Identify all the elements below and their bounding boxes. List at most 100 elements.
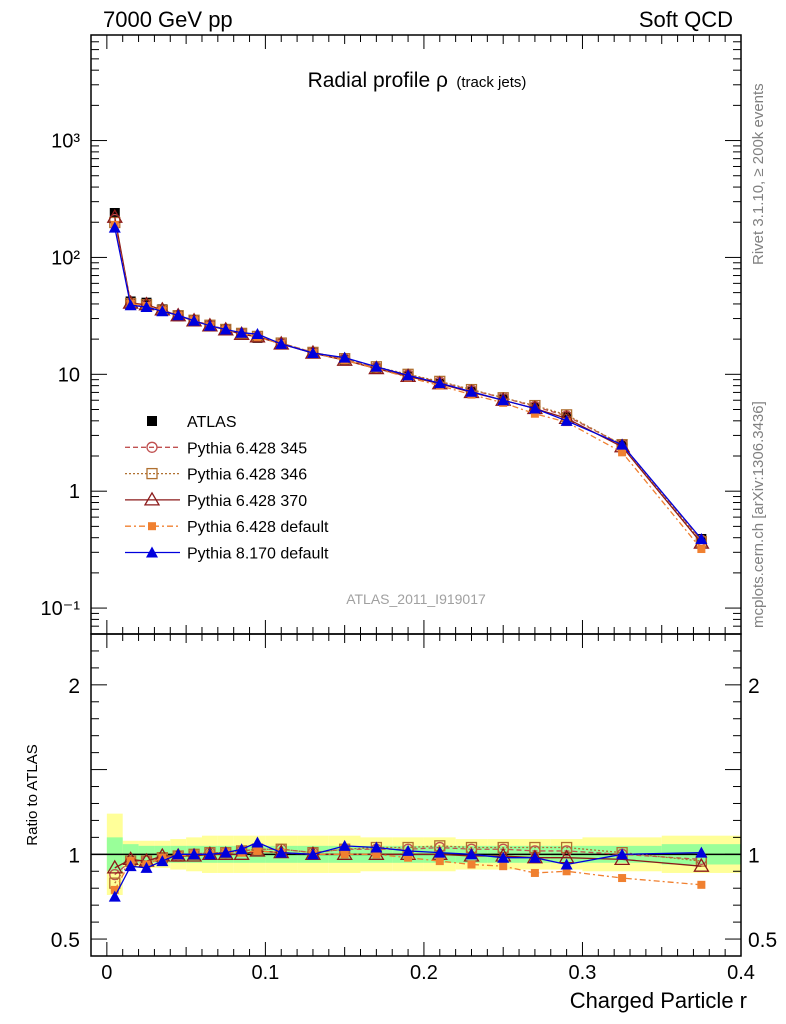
legend-marker [147,416,157,426]
rivet-label: Rivet 3.1.10, ≥ 200k events [750,83,767,265]
series-1-line [114,219,702,541]
series-4-ratio-point [110,885,119,894]
series-0-point [109,207,120,218]
series-5-ratio-point [402,844,415,856]
series-5-ratio-line [114,841,702,897]
series-5-point [616,438,629,450]
series-1-ratio-point [109,869,121,881]
series-5-ratio-point [338,839,351,851]
series-5-line [114,227,702,540]
series-5-point [275,337,288,349]
series-4-ratio-point [530,868,539,877]
ratio-y-axis-title: Ratio to ATLAS [24,744,41,845]
series-5-point [203,319,216,331]
series-5-point [251,328,264,340]
series-5-ratio-point [172,848,185,860]
legend-label: Pythia 6.428 default [187,519,329,536]
series-2-ratio-point [560,841,573,854]
series-5-ratio-point [124,860,137,872]
y-tick-label: 10² [51,247,80,269]
series-5-ratio-point [156,855,169,867]
ratio-y-tick-label: 1 [68,844,80,867]
ratio-y-tick-label-right: 2 [748,675,760,698]
series-5-ratio-point [251,836,264,848]
legend-marker [146,441,158,453]
plot-title: Radial profile ρ (track jets) [308,69,527,92]
x-tick-label: 0.4 [727,962,755,984]
series-4-point [697,545,706,554]
series-5-ratio-point [203,848,216,860]
ratio-y-tick-label: 0.5 [51,929,80,952]
y-tick-label: 1 [69,481,80,503]
legend-label: ATLAS [187,414,237,431]
series-5-ratio-point [275,846,288,858]
series-5-point [140,300,153,312]
plot-title-main: Radial profile ρ [308,69,448,92]
series-4-ratio-point [618,874,627,883]
ratio-panel-series [106,836,710,902]
x-tick-label: 0 [101,962,112,984]
series-5-point [172,309,185,321]
series-5-point [188,314,201,326]
series-5-ratio-point [188,848,201,860]
series-5-point [465,385,478,397]
legend: ATLAS Pythia 6.428 345 Pythia 6.428 346 Pyt… [125,414,329,563]
legend-label: Pythia 8.170 default [187,546,329,563]
energy-label: 7000 GeV pp [103,7,233,32]
series-5-ratio-point [108,890,121,902]
series-4-ratio-point [467,860,476,869]
y-tick-label: 10⁻¹ [41,598,81,620]
series-5-point [219,323,232,335]
x-axis-title: Charged Particle r [570,988,747,1013]
series-5-point [124,299,137,311]
series-5-ratio-point [465,848,478,860]
y-tick-label: 10³ [51,131,80,153]
x-tick-label: 0.1 [251,962,279,984]
series-4-ratio-point [499,862,508,871]
series-4-point [530,409,539,418]
legend-marker [143,491,161,506]
series-2-ratio-line [114,845,702,884]
series-5-ratio-point [235,843,248,855]
analysis-id: ATLAS_2011_I919017 [346,591,486,607]
series-5-ratio-point [370,841,383,853]
series-5-point [528,402,541,414]
ratio-y-tick-label-right: 1 [748,844,760,867]
series-5-point [306,347,319,359]
series-4-ratio-point [404,853,413,862]
legend-marker [146,467,158,480]
ratio-y-tick-label-right: 0.5 [748,929,777,952]
axes: 0 0.1 0.2 0.3 0.4 10⁻¹ 1 10 10² 10³ 0.5 0.5 1 1 2 2 [41,34,777,984]
legend-label: Pythia 6.428 345 [187,440,307,457]
series-5-point [338,351,351,363]
series-4-ratio-point [253,846,262,855]
series-4-ratio-point [372,850,381,859]
x-tick-label: 0.3 [569,962,597,984]
series-5-ratio-point [528,851,541,863]
series-5-point [156,305,169,317]
series-4-ratio-point [435,857,444,866]
series-5-point [108,221,121,233]
ratio-y-tick-label: 2 [68,675,80,698]
series-4-ratio-point [340,850,349,859]
series-5-ratio-point [560,858,573,870]
series-3-ratio-point [106,859,123,874]
series-5-ratio-point [695,846,708,858]
series-5-ratio-point [616,848,629,860]
plot-title-sub: (track jets) [456,74,526,91]
series-5-ratio-point [306,848,319,860]
legend-label: Pythia 6.428 370 [187,493,307,510]
main-panel-series [106,207,710,554]
series-5-ratio-point [433,846,446,858]
series-5-point [433,377,446,389]
series-5-point [402,369,415,381]
x-tick-label: 0.2 [410,962,438,984]
series-4-ratio-point [562,867,571,876]
ratio-frame [90,633,742,957]
legend-label: Pythia 6.428 346 [187,467,307,484]
mcplots-label: mcplots.cern.ch [arXiv:1306.3436] [750,401,767,628]
series-5-ratio-point [140,861,153,873]
legend-marker [148,522,156,531]
series-3-ratio-point [693,857,710,872]
